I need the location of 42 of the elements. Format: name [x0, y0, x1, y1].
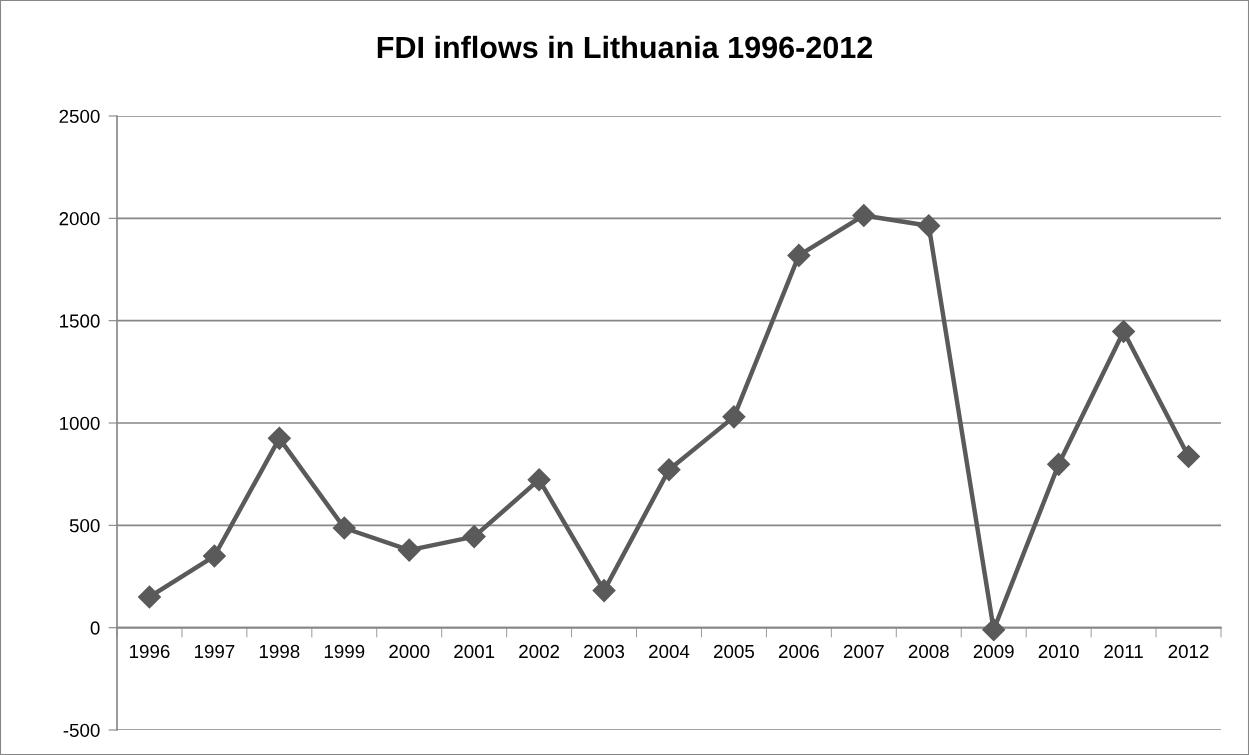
x-tick-label: 1999 — [324, 644, 365, 659]
x-tick-label: 2000 — [389, 644, 430, 659]
x-tick-label: 2005 — [714, 644, 755, 659]
y-tick-label: 2000 — [59, 212, 100, 226]
point — [722, 405, 746, 429]
x-tick-label: 1997 — [194, 644, 235, 659]
y-tick-label: 1500 — [60, 314, 100, 328]
point — [332, 516, 356, 540]
y-tick-label: -500 — [63, 723, 100, 737]
point — [527, 468, 551, 492]
x-tick-label: 2009 — [973, 644, 1014, 659]
point — [462, 525, 486, 549]
point — [787, 243, 811, 267]
point — [1112, 320, 1136, 344]
x-tick-label: 2001 — [454, 644, 495, 659]
y-tick-label: 500 — [69, 519, 100, 533]
x-tick-label: 2011 — [1104, 644, 1143, 659]
x-tick-label: 2004 — [649, 644, 690, 659]
chart-title: FDI inflows in Lithuania 1996-2012 — [377, 35, 873, 59]
point — [202, 544, 226, 568]
x-tick-label: 2007 — [843, 644, 884, 659]
point — [1047, 452, 1071, 476]
point — [917, 214, 941, 238]
x-tick-label: 2002 — [519, 644, 560, 659]
x-tick-label: 2012 — [1168, 644, 1209, 659]
x-tick-label: 2003 — [584, 644, 625, 659]
point — [852, 203, 876, 227]
y-tick-label: 0 — [90, 621, 100, 635]
point — [1177, 445, 1201, 469]
point — [397, 538, 421, 562]
x-tick-label: 1996 — [130, 644, 170, 659]
y-tick-label: 2500 — [59, 109, 100, 123]
point — [267, 426, 291, 450]
y-tick-label: 1000 — [60, 416, 100, 430]
x-tick-label: 2006 — [778, 644, 819, 659]
point — [137, 585, 161, 609]
x-tick-label: 2010 — [1038, 644, 1079, 659]
point — [982, 618, 1006, 642]
x-tick-label: 1998 — [259, 644, 300, 659]
x-tick-label: 2008 — [908, 644, 949, 659]
point — [592, 579, 616, 603]
point — [657, 458, 681, 482]
